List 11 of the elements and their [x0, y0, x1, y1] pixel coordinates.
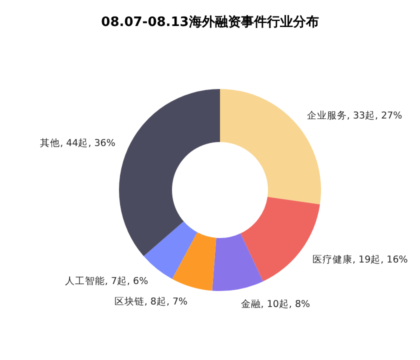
donut-slice [144, 221, 198, 279]
slice-label: 金融, 10起, 8% [240, 298, 310, 310]
donut-slice [119, 89, 220, 256]
donut-slice [172, 232, 216, 291]
slice-label: 企业服务, 33起, 27% [306, 110, 402, 122]
slice-label: 人工智能, 7起, 6% [64, 274, 148, 287]
slice-label: 区块链, 8起, 7% [114, 295, 188, 308]
chart-title: 08.07-08.13海外融资事件行业分布 [101, 15, 319, 30]
slice-label: 医疗健康, 19起, 16% [312, 253, 408, 266]
slice-label: 其他, 44起, 36% [40, 137, 116, 150]
donut-slice [212, 233, 264, 291]
